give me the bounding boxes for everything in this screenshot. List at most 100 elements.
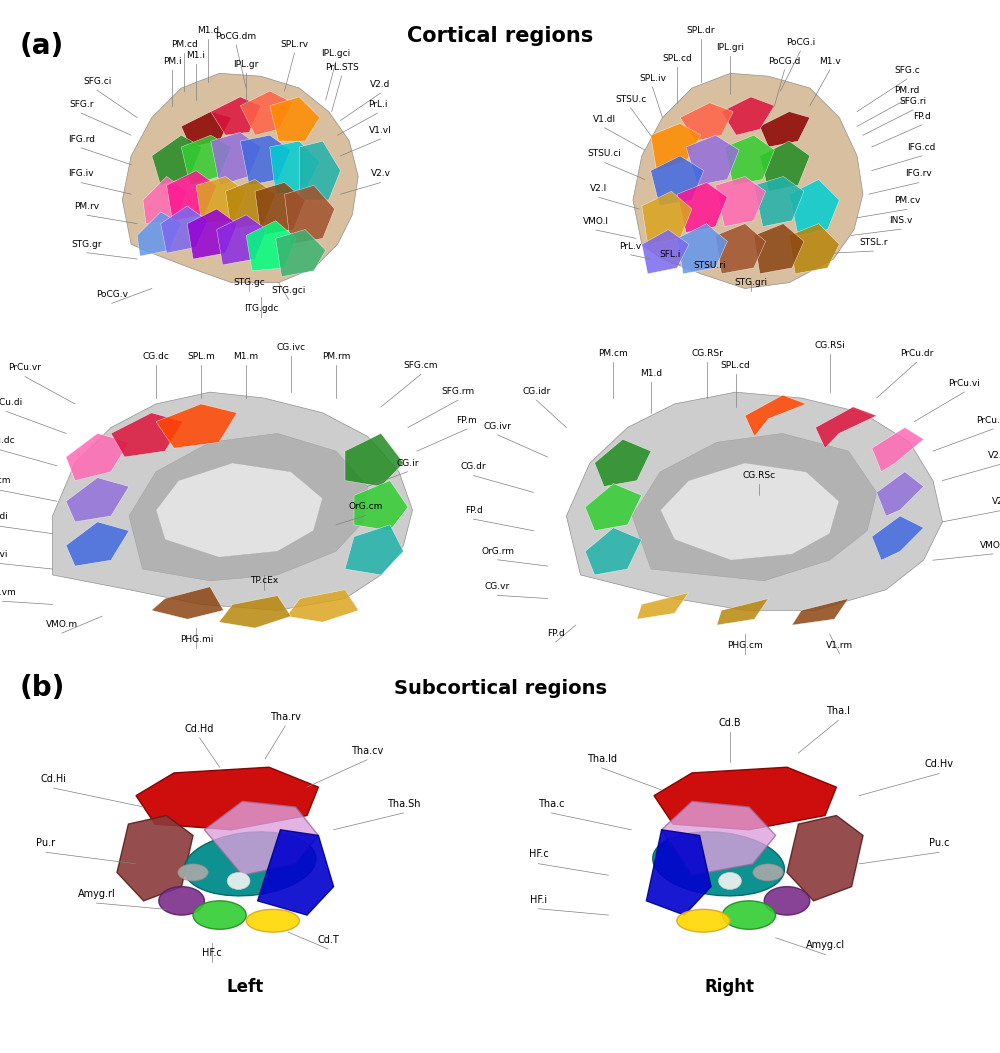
Text: Left: Left [226, 978, 264, 996]
Text: PM.rv: PM.rv [75, 202, 100, 211]
Ellipse shape [159, 887, 204, 915]
Text: M1.m: M1.m [233, 352, 259, 361]
Polygon shape [716, 177, 766, 226]
Polygon shape [637, 593, 689, 619]
Text: PM.rm: PM.rm [322, 352, 350, 361]
Text: CG.RSr: CG.RSr [691, 349, 723, 358]
Text: STSU.ri: STSU.ri [693, 260, 726, 270]
Polygon shape [299, 141, 341, 200]
Polygon shape [787, 815, 863, 901]
Polygon shape [66, 522, 129, 567]
Text: CG.dc: CG.dc [143, 352, 169, 361]
Polygon shape [270, 141, 320, 194]
Polygon shape [754, 223, 804, 274]
Text: PoCG.dm: PoCG.dm [216, 32, 257, 41]
Text: IPL.gci: IPL.gci [321, 48, 350, 58]
Polygon shape [167, 171, 217, 221]
Text: PrCu.di: PrCu.di [0, 398, 22, 408]
Text: PoCG.d: PoCG.d [768, 57, 801, 65]
Text: PrL.v: PrL.v [620, 241, 642, 251]
Ellipse shape [653, 832, 784, 896]
Text: SPL.rv: SPL.rv [280, 40, 309, 48]
Polygon shape [111, 413, 183, 457]
Polygon shape [217, 215, 267, 265]
Text: PoCG.i: PoCG.i [786, 38, 815, 46]
Polygon shape [686, 135, 739, 185]
Polygon shape [633, 74, 863, 289]
Text: OrG.rm: OrG.rm [481, 547, 514, 556]
Text: ITG.gdc: ITG.gdc [244, 304, 278, 313]
Polygon shape [276, 230, 326, 277]
Text: PrCu.vr: PrCu.vr [8, 363, 41, 373]
Polygon shape [754, 177, 804, 226]
Text: IPL.gri: IPL.gri [716, 43, 744, 52]
Text: CG.vr: CG.vr [485, 582, 510, 591]
Text: STSU.c: STSU.c [615, 95, 646, 103]
Polygon shape [122, 74, 358, 282]
Text: FP.d: FP.d [547, 629, 565, 638]
Text: CG.ir: CG.ir [396, 458, 419, 468]
Polygon shape [872, 428, 924, 472]
Text: Cd.Hd: Cd.Hd [185, 723, 214, 734]
Ellipse shape [178, 863, 208, 881]
Ellipse shape [184, 832, 316, 896]
Polygon shape [717, 598, 768, 625]
Ellipse shape [722, 900, 776, 930]
Text: STG.gci: STG.gci [271, 286, 306, 295]
Text: PM.i: PM.i [163, 57, 182, 65]
Text: Cortical regions: Cortical regions [407, 26, 593, 46]
Polygon shape [211, 133, 261, 185]
Polygon shape [255, 182, 305, 236]
Text: V1.mdi: V1.mdi [0, 512, 8, 521]
Text: M1.d: M1.d [640, 369, 662, 378]
Text: M1.d: M1.d [197, 25, 219, 35]
Polygon shape [651, 156, 704, 206]
Polygon shape [654, 768, 836, 830]
Text: OrG.cm: OrG.cm [349, 502, 383, 511]
Polygon shape [662, 801, 776, 875]
Text: CG.dr: CG.dr [461, 462, 486, 472]
Text: Tha.c: Tha.c [538, 799, 564, 809]
Ellipse shape [753, 863, 783, 881]
Polygon shape [760, 141, 810, 192]
Text: CG.ivr: CG.ivr [484, 421, 512, 431]
Polygon shape [660, 463, 839, 560]
Polygon shape [646, 830, 711, 915]
Text: SPL.cd: SPL.cd [662, 54, 692, 63]
Polygon shape [66, 434, 129, 480]
Text: SFG.c: SFG.c [894, 65, 920, 75]
Text: STG.gri: STG.gri [734, 278, 767, 286]
Text: PrCu.dr: PrCu.dr [900, 349, 933, 358]
Polygon shape [792, 598, 848, 625]
Text: V1.dl: V1.dl [593, 115, 616, 123]
Text: Amyg.rl: Amyg.rl [78, 889, 115, 899]
Polygon shape [181, 112, 231, 147]
Polygon shape [52, 392, 413, 611]
Polygon shape [196, 177, 246, 223]
Polygon shape [258, 830, 334, 915]
Text: IPL.gr: IPL.gr [233, 60, 259, 68]
Text: V2.dm: V2.dm [988, 451, 1000, 459]
Polygon shape [724, 135, 774, 185]
Polygon shape [181, 135, 231, 185]
Polygon shape [677, 223, 727, 274]
Polygon shape [219, 596, 291, 628]
Text: INS.v: INS.v [889, 216, 913, 225]
Text: V2.v: V2.v [992, 497, 1000, 506]
Text: Cd.T: Cd.T [317, 935, 339, 945]
Text: IFG.iv: IFG.iv [68, 170, 94, 178]
Polygon shape [760, 112, 810, 147]
Polygon shape [632, 434, 877, 581]
Text: V1.mvi: V1.mvi [0, 550, 8, 558]
Polygon shape [345, 524, 404, 575]
Text: SPL.dr: SPL.dr [687, 25, 715, 35]
Text: PrCu.vi: PrCu.vi [948, 379, 980, 388]
Text: SFL.i: SFL.i [659, 250, 681, 259]
Text: VMO.l: VMO.l [583, 217, 609, 225]
Text: VMO.m: VMO.m [46, 620, 78, 629]
Text: PrL.STS: PrL.STS [325, 62, 359, 72]
Polygon shape [246, 221, 296, 271]
Text: PM.cd: PM.cd [171, 40, 198, 48]
Text: CG.RSi: CG.RSi [814, 341, 845, 350]
Polygon shape [287, 590, 358, 622]
